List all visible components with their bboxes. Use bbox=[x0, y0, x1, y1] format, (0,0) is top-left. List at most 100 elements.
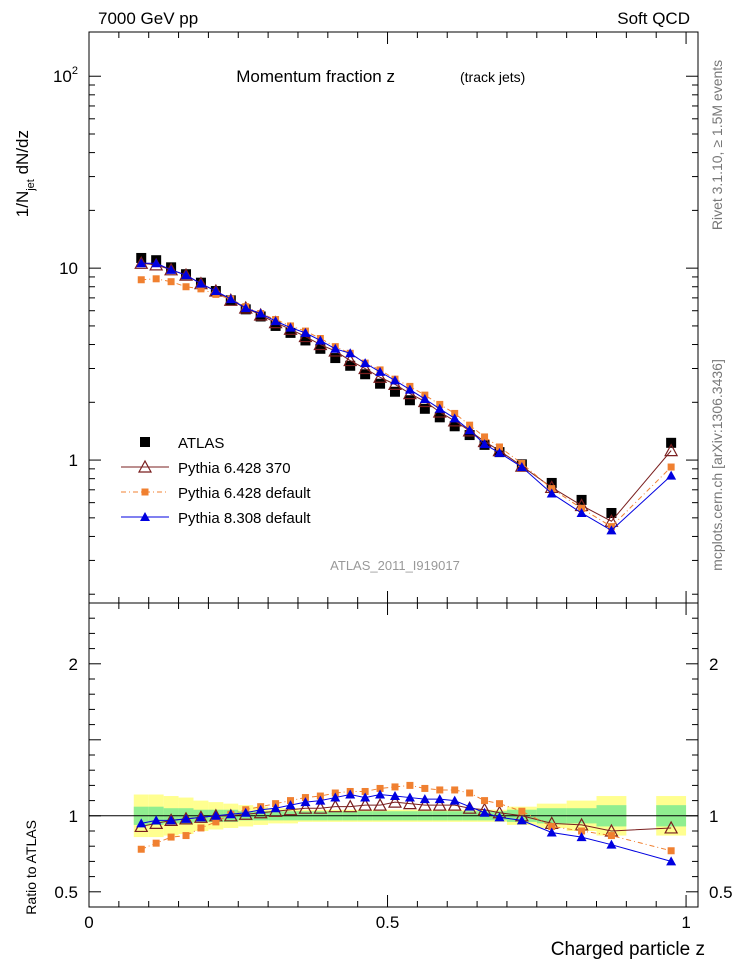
x-tick-label: 0 bbox=[84, 913, 93, 932]
point-py6_370 bbox=[179, 267, 194, 281]
legend-marker-py8_default bbox=[140, 512, 150, 521]
point-py8_default bbox=[210, 286, 221, 296]
ratio-point-py6_default bbox=[406, 781, 414, 789]
ratio-point-py8_default bbox=[225, 809, 236, 819]
ratio-point-py6_default bbox=[481, 797, 489, 805]
point-py8_default bbox=[166, 264, 177, 274]
point-py8_default bbox=[419, 394, 430, 404]
point-atlas bbox=[300, 335, 311, 346]
legend-entry-py6_default: Pythia 6.428 default bbox=[121, 485, 311, 502]
point-py6_default bbox=[167, 278, 175, 286]
ratio-point-py8_default bbox=[181, 813, 192, 823]
point-py8_default bbox=[181, 270, 192, 280]
point-atlas bbox=[419, 403, 430, 414]
point-py8_default bbox=[285, 322, 296, 332]
point-py8_default bbox=[360, 358, 371, 368]
legend: ATLAS Pythia 6.428 370 Pythia 6.428 defaul… bbox=[121, 435, 311, 527]
ratio-point-py8_default bbox=[166, 815, 177, 825]
main-ylabel: 1/Njet dN/dz bbox=[13, 130, 37, 217]
ratio-y-tick-label-left: 0.5 bbox=[54, 883, 78, 902]
ratio-series-py8_default bbox=[136, 789, 677, 866]
point-py6_370 bbox=[664, 443, 679, 457]
ratio-point-py6_370 bbox=[343, 799, 358, 813]
legend-entry-py6_370: Pythia 6.428 370 bbox=[121, 459, 291, 477]
x-tick-label: 0.5 bbox=[376, 913, 400, 932]
ratio-frame bbox=[88, 602, 699, 908]
ratio-point-py6_default bbox=[137, 845, 145, 853]
ratio-point-py6_370 bbox=[373, 797, 388, 811]
main-y-tick-label: 10 bbox=[59, 259, 78, 278]
point-py8_default bbox=[255, 308, 266, 318]
ratio-point-py8_default bbox=[666, 856, 677, 866]
ratio-point-py6_default bbox=[152, 839, 160, 847]
ratio-y-tick-label-right: 1 bbox=[709, 807, 718, 826]
point-atlas bbox=[270, 320, 281, 331]
point-py6_370 bbox=[358, 361, 373, 375]
ratio-point-py6_370 bbox=[328, 799, 343, 813]
point-py8_default bbox=[225, 294, 236, 304]
point-py8_default bbox=[516, 462, 527, 472]
point-py6_default bbox=[182, 283, 190, 291]
point-atlas bbox=[315, 343, 326, 354]
ratio-point-py8_default bbox=[449, 795, 460, 805]
legend-marker-py6_370 bbox=[137, 459, 153, 473]
ratio-point-py8_default bbox=[389, 791, 400, 801]
ratio-point-py8_default bbox=[136, 818, 147, 828]
point-atlas bbox=[404, 395, 415, 406]
main-y-tick-label: 1 bbox=[69, 451, 78, 470]
ratio-point-py8_default bbox=[330, 792, 341, 802]
ratio-point-py8_default bbox=[576, 832, 587, 842]
ratio-point-py8_default bbox=[151, 815, 162, 825]
point-atlas bbox=[389, 386, 400, 397]
ratio-point-py6_370 bbox=[298, 800, 313, 814]
ratio-point-py6_370 bbox=[402, 796, 417, 810]
ratio-point-py6_default bbox=[197, 824, 205, 832]
point-py6_default bbox=[495, 443, 503, 451]
ratio-point-py8_default bbox=[479, 807, 490, 817]
legend-marker-atlas bbox=[140, 437, 150, 447]
legend-entry-py8_default: Pythia 8.308 default bbox=[121, 510, 311, 527]
ratio-point-py8_default bbox=[255, 804, 266, 814]
legend-label-atlas: ATLAS bbox=[178, 435, 224, 452]
process-label: Soft QCD bbox=[617, 9, 690, 28]
ratio-point-py6_370 bbox=[283, 802, 298, 816]
point-py8_default bbox=[404, 384, 415, 394]
ratio-point-py6_default bbox=[667, 847, 675, 855]
ratio-point-py6_370 bbox=[432, 797, 447, 811]
ratio-point-py6_default bbox=[578, 827, 586, 835]
main-plot: 1 10 102 bbox=[53, 31, 699, 604]
point-py8_default bbox=[136, 258, 147, 268]
ratio-point-py8_default bbox=[606, 839, 617, 849]
ratio-point-py6_default bbox=[451, 786, 459, 794]
point-py8_default bbox=[240, 302, 251, 312]
point-py8_default bbox=[375, 366, 386, 376]
ratio-point-py6_default bbox=[391, 783, 399, 791]
series-py8_default bbox=[136, 258, 677, 535]
ratio-point-py6_default bbox=[361, 787, 369, 795]
ratio-ylabel: Ratio to ATLAS bbox=[23, 820, 39, 915]
ratio-plot: 0.5 0.5 1 1 2 2 0 0.5 1 bbox=[54, 602, 733, 932]
ratio-point-py8_default bbox=[375, 789, 386, 799]
legend-entry-atlas: ATLAS bbox=[140, 435, 224, 452]
ratio-point-py8_default bbox=[360, 792, 371, 802]
point-py8_default bbox=[300, 327, 311, 337]
ratio-point-py6_default bbox=[495, 800, 503, 808]
legend-label-py6_default: Pythia 6.428 default bbox=[178, 485, 311, 502]
ratio-point-py6_default bbox=[182, 832, 190, 840]
ratio-y-tick-label-left: 1 bbox=[69, 807, 78, 826]
point-py8_default bbox=[195, 278, 206, 288]
rivet-label: Rivet 3.1.10, ≥ 1.5M events bbox=[709, 60, 725, 230]
point-atlas bbox=[464, 430, 475, 441]
x-axis-label: Charged particle z bbox=[551, 939, 705, 960]
chart-title: Momentum fraction z bbox=[236, 67, 395, 86]
point-atlas bbox=[375, 378, 386, 389]
ratio-point-py6_default bbox=[518, 807, 526, 815]
ratio-point-py6_default bbox=[421, 784, 429, 792]
ratio-point-py6_default bbox=[436, 786, 444, 794]
ratio-point-py8_default bbox=[240, 807, 251, 817]
ratio-point-py6_default bbox=[466, 789, 474, 797]
legend-marker-py6_default bbox=[141, 488, 149, 496]
point-py8_default bbox=[345, 348, 356, 358]
point-atlas bbox=[360, 369, 371, 380]
point-py8_default bbox=[494, 447, 505, 457]
